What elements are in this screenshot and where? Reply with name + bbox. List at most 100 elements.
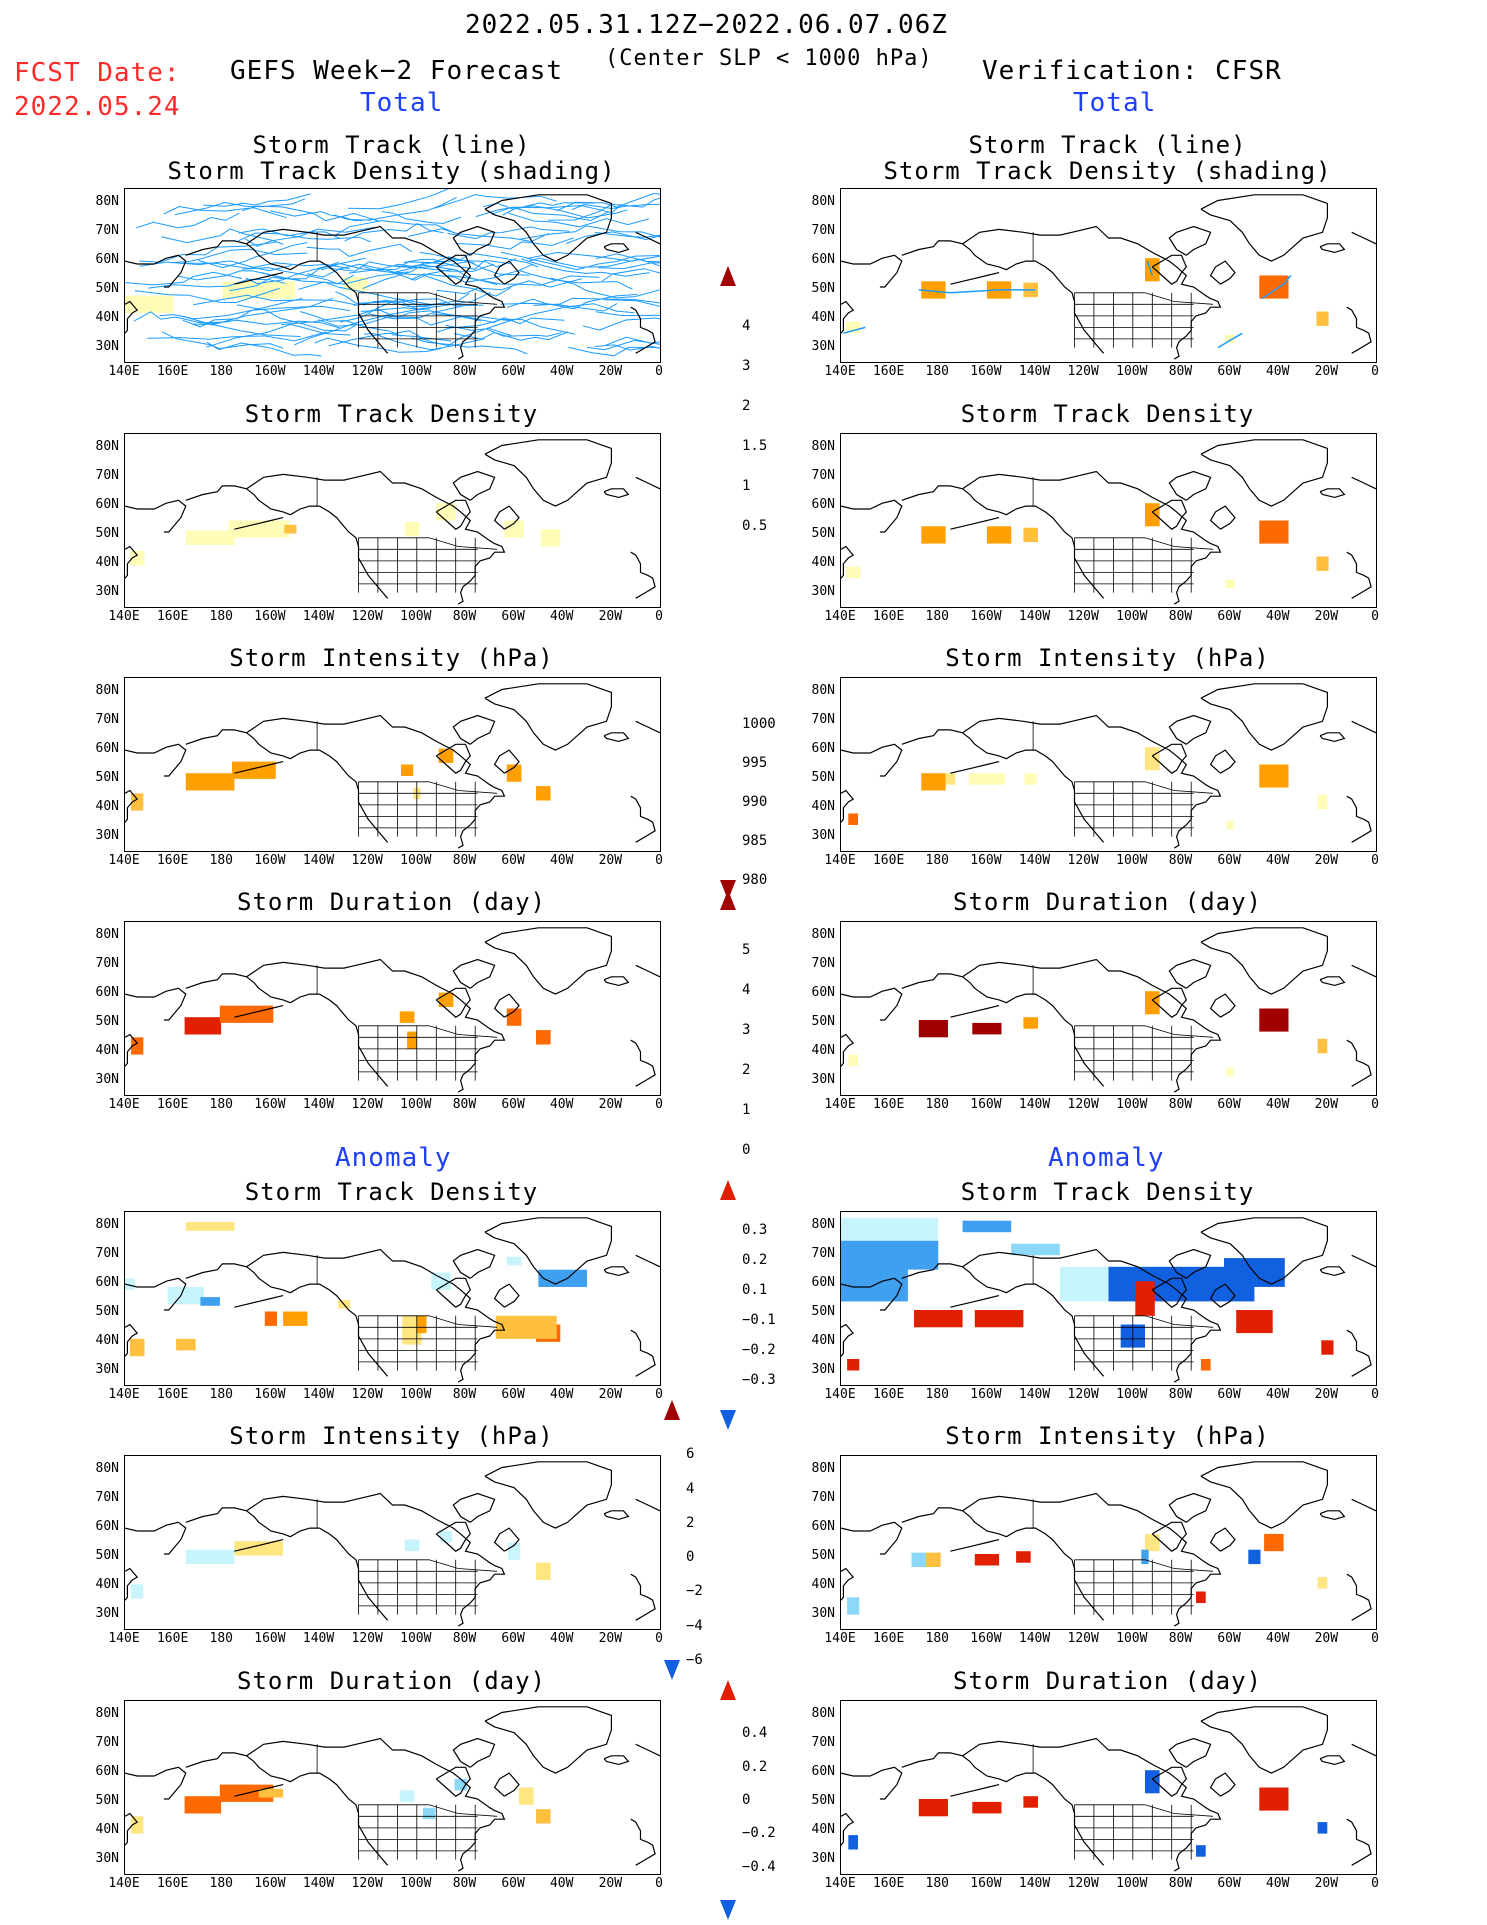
lat-tick-label: 50N — [811, 769, 835, 785]
lon-tick-label: 20W — [1314, 364, 1339, 379]
vf-track-title-shading: Storm Track Density (shading) — [883, 157, 1332, 185]
lon-tick-label: 160W — [970, 1387, 1002, 1402]
lon-tick-label: 100W — [1116, 1097, 1148, 1112]
colorbar-intensity-anom-arrow-top — [664, 1400, 680, 1420]
storm-track-line — [843, 326, 866, 334]
storm-track-line — [294, 308, 431, 346]
coastline — [125, 1217, 660, 1383]
lat-tick-label: 60N — [95, 1764, 119, 1780]
lon-tick-label: 160W — [254, 853, 286, 868]
fc-density-shade-cell — [540, 529, 561, 547]
lon-tick-label: 20W — [1314, 609, 1339, 624]
fc-density-title: Storm Track Density — [244, 400, 539, 428]
vf-density-shade-cell — [1259, 520, 1289, 544]
storm-track-line — [601, 268, 660, 282]
fc-duration-anom-shade-cell — [131, 1816, 144, 1834]
fc-density-anom-shade-cell — [200, 1297, 220, 1306]
storm-track-line — [500, 302, 618, 312]
storm-track-line — [328, 330, 452, 347]
lat-tick-label: 70N — [811, 468, 835, 484]
lon-tick-label: 80W — [452, 1387, 477, 1402]
colorbar-intensity: 1000 995 990 985 980 — [718, 665, 776, 904]
fc-intensity-anom-shade-cell — [404, 1539, 420, 1552]
storm-track-line — [360, 309, 482, 322]
vf-duration-anom-shade-cell — [848, 1835, 858, 1850]
fc-duration-shade-cell — [506, 1008, 522, 1026]
vf-duration-shade-cell — [1259, 1008, 1289, 1032]
lon-tick-label: 140E — [108, 1876, 140, 1891]
lon-tick-label: 80W — [1168, 364, 1193, 379]
fc-density-shade-cell — [129, 550, 145, 566]
vf-intensity-anom-shade-cell — [1196, 1591, 1206, 1603]
colorbar-tick-label: 1 — [742, 478, 751, 494]
colorbar-tick-label: 2 — [742, 398, 751, 414]
storm-track-line — [206, 341, 322, 357]
fc-duration-anom-shade-cell — [184, 1796, 222, 1814]
lat-tick-label: 80N — [95, 439, 119, 455]
storm-track-line — [508, 212, 650, 228]
lon-tick-label: 60W — [501, 1631, 525, 1646]
storm-track-line — [125, 271, 243, 286]
storm-track-line — [447, 226, 570, 240]
vf-density-anom-shade-cell — [974, 1310, 1024, 1328]
vf-intensity-anom-shade-cell — [1264, 1533, 1284, 1552]
vf-track-map — [840, 188, 1377, 363]
lat-tick-label: 40N — [811, 554, 835, 570]
lon-tick-label: 0 — [655, 853, 663, 868]
storm-track-line — [518, 225, 660, 240]
lat-tick-label: 30N — [95, 1605, 119, 1621]
fc-intensity-title: Storm Intensity (hPa) — [229, 644, 554, 672]
lat-tick-label: 50N — [95, 1792, 119, 1808]
lat-tick-label: 70N — [95, 468, 119, 484]
lon-tick-label: 0 — [655, 364, 663, 379]
lat-tick-label: 80N — [811, 194, 835, 210]
colorbar-tick-label: 3 — [742, 358, 751, 374]
lat-tick-label: 30N — [811, 1605, 835, 1621]
fc-density-anom-shade-cell — [185, 1222, 235, 1231]
storm-track-line — [437, 318, 576, 335]
lat-tick-label: 70N — [811, 956, 835, 972]
lon-tick-label: 180 — [925, 1387, 949, 1402]
storm-track-line — [363, 332, 485, 351]
vf-density-shade-cell — [845, 566, 861, 579]
lat-tick-label: 40N — [811, 309, 835, 325]
vf-intensity-anom-shade-cell — [847, 1597, 860, 1615]
storm-track-line — [133, 311, 229, 324]
lat-tick-label: 50N — [811, 1303, 835, 1319]
lon-tick-label: 0 — [655, 1387, 663, 1402]
storm-track-line — [594, 231, 660, 238]
lat-tick-label: 80N — [95, 194, 119, 210]
vf-density-anom-shade-cell — [1321, 1340, 1334, 1355]
lon-tick-label: 160E — [156, 364, 189, 379]
storm-track-line — [139, 260, 293, 272]
vf-density-anom-shade-cell — [1059, 1266, 1109, 1302]
storm-track-line — [595, 253, 660, 263]
storm-track-line — [454, 331, 569, 341]
vf-intensity-shade-cell — [848, 813, 858, 825]
colorbar-tick-label: 0 — [742, 1792, 751, 1808]
lat-tick-label: 60N — [95, 741, 119, 757]
fc-intensity-anom-shade-cell — [536, 1562, 551, 1580]
coastline — [841, 1461, 1376, 1627]
storm-track-line — [241, 205, 380, 222]
fc-density-anom-shade-cell — [283, 1311, 308, 1326]
lon-tick-label: 80W — [452, 609, 477, 624]
storm-track-line — [445, 324, 562, 337]
political-boundaries — [316, 965, 498, 1081]
lon-tick-label: 0 — [1371, 1387, 1379, 1402]
lon-tick-label: 80W — [1168, 1097, 1193, 1112]
colorbar-tick-label: −0.1 — [742, 1312, 776, 1328]
lon-tick-label: 160E — [872, 609, 905, 624]
political-boundaries — [1032, 1499, 1214, 1615]
lon-tick-label: 140E — [108, 1097, 140, 1112]
fc-intensity-anom-title: Storm Intensity (hPa) — [229, 1422, 554, 1450]
storm-track-line — [344, 223, 444, 242]
lon-tick-label: 140W — [1018, 1097, 1051, 1112]
colorbar-tick-label: 4 — [686, 1480, 695, 1497]
lat-tick-label: 40N — [95, 554, 119, 570]
fc-duration-anom-shade-cell — [519, 1787, 534, 1805]
lat-tick-label: 70N — [95, 223, 119, 239]
lat-tick-label: 40N — [95, 1821, 119, 1837]
lon-tick-label: 140E — [108, 364, 140, 379]
storm-track-line — [526, 254, 660, 271]
